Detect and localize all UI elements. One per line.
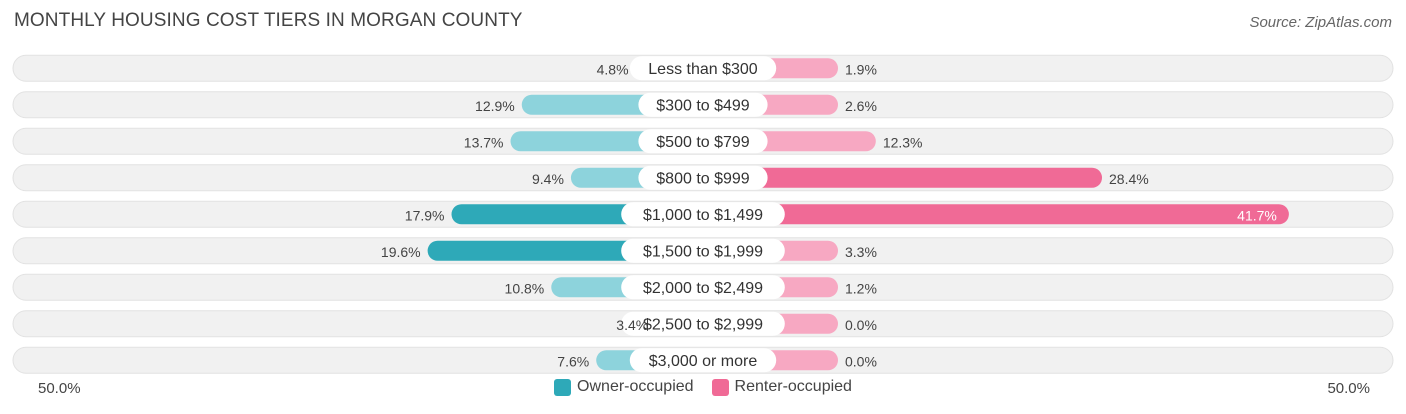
axis-min-label: 50.0%: [38, 380, 81, 397]
legend-item-owner: Owner-occupied: [554, 378, 694, 396]
legend-swatch-renter: [711, 378, 729, 396]
category-pill: [638, 129, 768, 154]
owner-value-label: 9.4%: [532, 171, 564, 187]
category-label: $300 to $499: [656, 97, 750, 114]
renter-value-label: 12.3%: [883, 134, 923, 150]
renter-bar: [703, 167, 1103, 188]
renter-bar: [703, 204, 1289, 225]
category-label: Less than $300: [648, 61, 758, 78]
owner-value-label: 7.6%: [557, 353, 589, 369]
renter-value-label: 0.0%: [845, 317, 877, 333]
category-label: $2,000 to $2,499: [643, 280, 763, 297]
category-label: $1,500 to $1,999: [643, 243, 763, 260]
legend-swatch-owner: [554, 378, 572, 396]
category-pill: [629, 348, 777, 373]
category-label: $2,500 to $2,999: [643, 316, 763, 333]
legend-label-owner: Owner-occupied: [577, 378, 694, 395]
category-pill: [621, 238, 785, 263]
owner-value-label: 19.6%: [381, 244, 421, 260]
renter-value-label: 1.9%: [845, 61, 877, 77]
renter-value-label: 0.0%: [845, 353, 877, 369]
renter-value-label: 3.3%: [845, 244, 877, 260]
category-label: $800 to $999: [656, 170, 750, 187]
category-pill: [621, 311, 785, 336]
category-label: $3,000 or more: [649, 353, 758, 370]
category-pill: [621, 202, 785, 227]
renter-value-label: 28.4%: [1109, 171, 1149, 187]
axis-max-label: 50.0%: [1327, 380, 1370, 397]
owner-value-label: 17.9%: [405, 207, 445, 223]
legend-label-renter: Renter-occupied: [734, 378, 852, 395]
category-pill: [638, 165, 768, 190]
category-pill: [621, 275, 785, 300]
category-label: $1,000 to $1,499: [643, 207, 763, 224]
owner-value-label: 4.8%: [597, 61, 629, 77]
renter-value-label: 1.2%: [845, 280, 877, 296]
renter-value-label: 41.7%: [1237, 207, 1277, 223]
owner-value-label: 3.4%: [616, 317, 648, 333]
owner-value-label: 12.9%: [475, 98, 515, 114]
owner-value-label: 13.7%: [464, 134, 504, 150]
renter-value-label: 2.6%: [845, 98, 877, 114]
category-label: $500 to $799: [656, 134, 750, 151]
chart-title: MONTHLY HOUSING COST TIERS IN MORGAN COU…: [14, 10, 523, 31]
category-pill: [638, 92, 768, 117]
chart-source: Source: ZipAtlas.com: [1249, 14, 1392, 31]
legend-item-renter: Renter-occupied: [711, 378, 852, 396]
category-pill: [629, 56, 777, 81]
diverging-bar-chart: Less than $300 4.8% 1.9% $300 to $499 12.9% 2…: [12, 54, 1394, 374]
owner-value-label: 10.8%: [505, 280, 545, 296]
legend: Owner-occupied Renter-occupied: [0, 378, 1406, 396]
